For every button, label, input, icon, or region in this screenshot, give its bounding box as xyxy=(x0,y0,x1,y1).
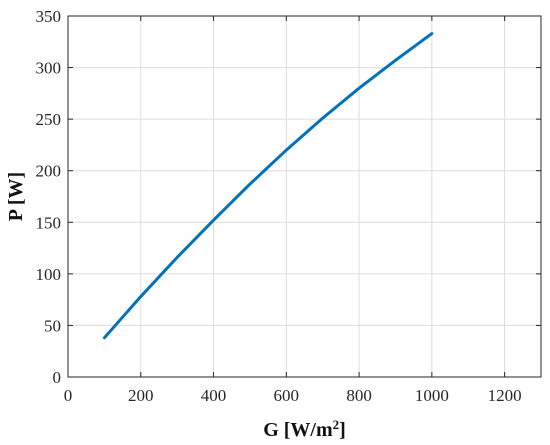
y-tick-label: 100 xyxy=(36,265,62,284)
y-tick-label: 0 xyxy=(53,368,62,387)
x-tick-label: 200 xyxy=(128,386,154,405)
series-layer xyxy=(102,32,434,340)
y-tick-label: 250 xyxy=(36,110,62,129)
x-axis-label-superscript: 2 xyxy=(333,417,340,432)
y-tick-label: 150 xyxy=(36,213,62,232)
x-tick-label: 0 xyxy=(64,386,73,405)
y-tick-label: 300 xyxy=(36,59,62,78)
y-tick-label: 200 xyxy=(36,162,62,181)
y-tick-label: 50 xyxy=(44,316,61,335)
ticks: 0 200 400 600 800 1000 1200 0 50 100 150 200 250 300 3… xyxy=(36,7,541,405)
plot-frame xyxy=(67,15,542,378)
y-axis-label: P [W] xyxy=(5,172,27,221)
x-tick-label: 600 xyxy=(274,386,300,405)
y-tick-label: 350 xyxy=(36,7,62,26)
x-tick-label: 800 xyxy=(346,386,372,405)
x-axis-label: G [W/m2] xyxy=(263,417,346,442)
grid xyxy=(67,15,541,378)
x-axis-label-end: ] xyxy=(339,419,346,441)
x-tick-label: 1200 xyxy=(488,386,522,405)
x-tick-label: 400 xyxy=(201,386,227,405)
series-line-0 xyxy=(102,32,434,340)
x-axis-label-main: G [W/m xyxy=(263,419,333,441)
x-tick-label: 1000 xyxy=(415,386,449,405)
